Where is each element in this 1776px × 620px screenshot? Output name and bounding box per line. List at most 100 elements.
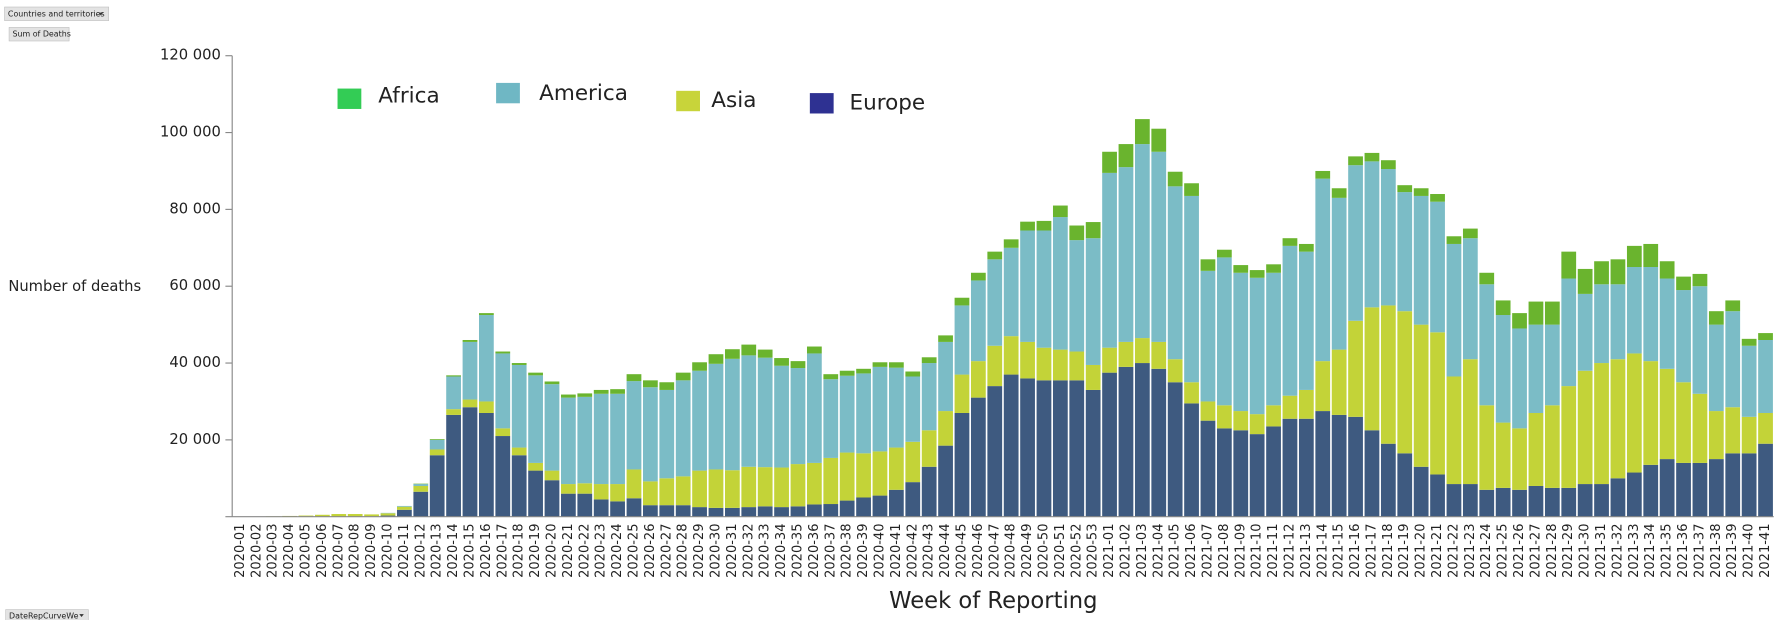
x-tick-label: 2021-20 [1414,524,1429,578]
bar-segment [593,484,609,500]
bar-segment [1643,464,1659,517]
bar-segment [397,505,412,507]
bar-segment [1200,420,1216,517]
bar-segment [462,399,478,408]
bar-segment [872,366,888,452]
bar-segment [970,397,986,517]
bar-segment [1528,412,1544,486]
bar-segment [1020,221,1035,231]
axis-field-button[interactable]: DateRepCurveWe [5,609,89,620]
x-tick-label: 2020-50 [1036,524,1051,578]
legend-label: Europe [849,90,925,115]
bar-segment [1692,393,1708,463]
x-tick-label: 2020-20 [544,524,559,578]
filter-button[interactable]: Countries and territories [4,6,110,21]
x-tick-label: 2020-36 [807,524,822,578]
y-axis-title: Number of deaths [8,278,141,295]
x-tick-label: 2020-35 [790,524,805,578]
bar-segment [1725,300,1741,312]
bar-segment [724,507,740,517]
bar-segment [1594,363,1609,485]
bar-segment [872,362,888,367]
bar-segment [1036,230,1052,348]
bar-segment [511,364,527,448]
bar-segment [774,365,789,468]
bar-segment [626,469,642,499]
bar-segment [757,349,773,358]
bar-segment [1479,284,1495,406]
bar-segment [1085,389,1101,517]
bar-segment [1610,359,1626,479]
axis-field-label[interactable]: DateRepCurveWe [9,611,79,620]
x-tick-label: 2021-14 [1315,524,1330,578]
bar-segment [1741,338,1757,346]
bar-segment [397,509,412,517]
bar-segment [1348,416,1363,517]
bar-segment [724,358,740,471]
x-tick-label: 2020-23 [594,524,609,578]
x-tick-label: 2020-04 [282,524,297,578]
bar-segment [1364,152,1380,162]
bar-segment [1446,484,1462,517]
bar-segment [1512,428,1527,490]
bar-segment [692,370,707,471]
bar-segment [413,485,429,492]
bar-segment [1282,245,1298,396]
bar-segment [1741,416,1757,454]
x-tick-label: 2021-11 [1266,524,1281,578]
x-tick-label: 2020-02 [249,524,264,578]
bar-segment [774,507,789,517]
bar-segment [1249,414,1265,435]
bar-segment [1544,324,1560,406]
bar-segment [1118,167,1134,342]
bar-segment [774,358,789,366]
bar-segment [1200,270,1216,402]
bar-segment [1692,286,1708,394]
bar-segment [1758,412,1773,444]
bar-segment [1495,422,1511,488]
bar-segment [1413,195,1429,325]
bar-segment [888,447,904,490]
y-tick-label: 60 000 [169,277,221,294]
bar-segment [1364,307,1380,431]
bar-segment [298,515,314,517]
x-tick-label: 2020-51 [1053,524,1068,578]
filter-label[interactable]: Countries and territories [8,9,105,18]
bar-segment [626,498,642,517]
bar-segment [626,374,642,382]
bar-segment [347,514,363,517]
bar-segment [1036,380,1052,517]
bar-segment [593,499,609,517]
x-tick-label: 2020-26 [643,524,658,578]
bar-segment [921,357,937,364]
bar-segment [1758,339,1773,413]
bar-segment [1380,305,1396,444]
bar-segment [1069,380,1085,517]
bar-segment [429,439,445,440]
bar-segment [938,335,953,342]
x-tick-label: 2020-41 [889,524,904,578]
x-tick-label: 2020-28 [676,524,691,578]
bar-segment [1282,418,1298,517]
bar-segment [1167,186,1183,360]
bar-segment [1134,144,1150,339]
measure-label[interactable]: Sum of Deaths [12,30,70,39]
bar-segment [1331,349,1347,415]
bar-segment [1233,411,1249,431]
bar-segment [823,374,839,380]
bar-segment [1741,453,1757,517]
y-tick-label: 20 000 [169,431,221,448]
bar-segment [315,514,330,517]
bar-segment [528,470,543,517]
bar-segment [741,355,757,467]
measure-button[interactable]: Sum of Deaths [8,27,71,42]
bar-segment [1462,359,1478,485]
bar-segment [380,515,396,517]
bar-segment [1430,194,1445,202]
bar-segment [1676,290,1691,383]
bar-segment [1298,418,1314,517]
bar-segment [1216,405,1232,429]
bar-segment [528,372,543,376]
x-tick-label: 2021-41 [1758,524,1773,578]
bar-segment [1610,259,1626,285]
